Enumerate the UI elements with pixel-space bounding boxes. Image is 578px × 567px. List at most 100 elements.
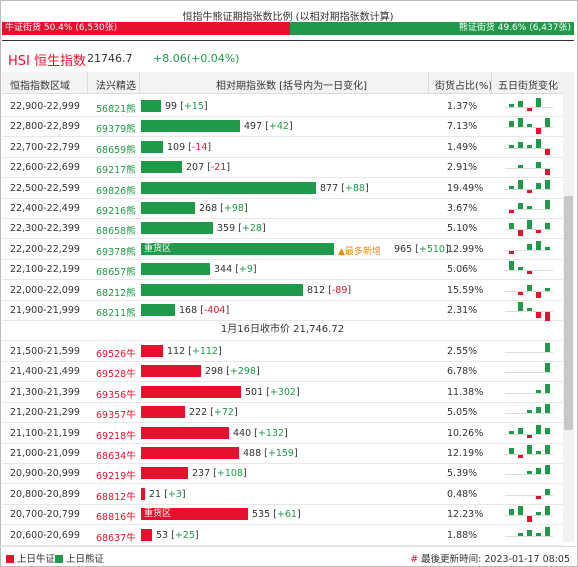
five-day-trend [505, 137, 553, 157]
table-row: 22,900-22,999 56821熊 99 [+15] 1.37% [2, 96, 563, 117]
share-cell: 2.55% [447, 346, 478, 357]
range-cell: 21,000-21,099 [10, 448, 80, 459]
contracts-count: 359 [217, 223, 236, 235]
range-cell: 20,700-20,799 [10, 509, 80, 521]
trend-bar [527, 108, 532, 111]
table-row: 21,500-21,599 69526牛 112 [+112] 2.55% [2, 341, 563, 362]
trend-baseline [505, 433, 553, 435]
trend-bar [518, 118, 523, 128]
trend-baseline [505, 249, 553, 251]
header-contracts: 相对期指张数 [括号内为一日变化] [216, 81, 367, 92]
contracts-label: 497 [+42] [244, 121, 293, 133]
contracts-count: 497 [244, 121, 263, 133]
warrant-code-link[interactable]: 69378熊 [96, 246, 136, 258]
contracts-bar [141, 487, 145, 500]
table-row: 22,100-22,199 68657熊 344 [+9] 5.06% [2, 259, 563, 281]
warrant-code-link[interactable]: 69217熊 [96, 165, 136, 177]
warrant-code-link[interactable]: 68637牛 [96, 532, 136, 544]
trend-bar [545, 148, 550, 155]
divider [2, 40, 574, 41]
contracts-change: +159 [267, 448, 294, 459]
warrant-code-link[interactable]: 68211熊 [96, 308, 136, 319]
trend-bar [545, 287, 550, 291]
scrollbar-thumb[interactable] [564, 196, 573, 430]
contracts-change: +3 [167, 488, 182, 500]
legend-bull-label: 上日牛证 [17, 554, 56, 565]
trend-bar [545, 465, 550, 475]
trend-bar [509, 223, 514, 230]
contracts-label: 207 [-21] [186, 162, 231, 174]
header-divider [491, 72, 492, 93]
trend-bar [536, 407, 541, 414]
trend-bar [536, 495, 541, 499]
warrant-code-link[interactable]: 69218牛 [96, 430, 136, 442]
share-cell: 19.49% [447, 182, 484, 194]
trend-bar [545, 312, 550, 321]
warrant-code-link[interactable]: 69826熊 [96, 185, 136, 197]
five-day-trend [505, 178, 553, 198]
contracts-bar [141, 202, 195, 214]
warrant-code-link[interactable]: 69528牛 [96, 369, 136, 381]
warrant-code-link[interactable]: 69526牛 [96, 349, 136, 360]
share-cell: 1.88% [447, 529, 478, 541]
heavy-zone-label: 重货区 [144, 509, 172, 520]
contracts-label: 877 [+88] [320, 182, 369, 194]
warrant-code-link[interactable]: 68658熊 [96, 226, 136, 238]
header-code: 法兴精选 [96, 81, 136, 92]
contracts-count: 53 [156, 529, 169, 541]
warrant-code-link[interactable]: 69216熊 [96, 206, 136, 217]
warrant-code-link[interactable]: 68212熊 [96, 287, 136, 299]
five-day-trend [505, 259, 553, 279]
trend-bar [545, 118, 550, 128]
five-day-trend [505, 239, 553, 259]
trend-bar [545, 200, 550, 209]
five-day-trend [505, 300, 553, 321]
trend-bar [527, 220, 532, 230]
five-day-trend [505, 423, 553, 443]
share-cell: 2.91% [447, 162, 478, 174]
contracts-change: +302 [269, 386, 296, 398]
warrant-code-link[interactable]: 68634牛 [96, 451, 136, 462]
warrant-code-link[interactable]: 56821熊 [96, 104, 136, 115]
warrant-code-link[interactable]: 69379熊 [96, 124, 136, 136]
trend-bar [527, 410, 532, 414]
header-divider [139, 72, 140, 93]
trend-bar [536, 240, 541, 250]
contracts-bar [141, 406, 185, 419]
table-header: 恒指指数区域 法兴精选 相对期指张数 [括号内为一日变化] 街货占比(%) 五日… [2, 72, 563, 94]
share-cell: 6.78% [447, 366, 478, 378]
trend-bar [527, 124, 532, 128]
table-row: 21,200-21,299 69357牛 222 [+72] 5.05% [2, 402, 563, 424]
contracts-count: 501 [245, 386, 264, 398]
contracts-label: 812 [-89] [307, 284, 352, 296]
contracts-change: +42 [268, 121, 289, 133]
share-cell: 10.26% [447, 427, 484, 439]
contracts-label: 112 [+112] [167, 346, 222, 357]
trend-bar [536, 312, 541, 318]
trend-baseline [505, 229, 553, 231]
trend-baseline [505, 535, 553, 537]
trend-bar [509, 144, 514, 148]
trend-bar [527, 434, 532, 438]
contracts-bar [141, 426, 229, 439]
range-cell: 21,300-21,399 [10, 386, 80, 398]
trend-bar [536, 138, 541, 148]
legend-bear-label: 上日熊证 [66, 554, 105, 565]
contracts-label: 237 [+108] [192, 468, 247, 480]
contracts-label: 21 [+3] [149, 488, 186, 500]
trend-bar [518, 101, 523, 107]
warrant-code-link[interactable]: 68812牛 [96, 491, 136, 503]
contracts-label: 535 [+61] [252, 509, 301, 521]
trend-bar [527, 271, 532, 275]
five-day-trend [505, 198, 553, 218]
warrant-code-link[interactable]: 69219牛 [96, 471, 136, 483]
trend-bar [527, 308, 532, 311]
warrant-code-link[interactable]: 68659熊 [96, 144, 136, 156]
trend-bar [536, 424, 541, 434]
warrant-code-link[interactable]: 69356牛 [96, 389, 136, 401]
warrant-code-link[interactable]: 68816牛 [96, 512, 136, 524]
range-cell: 20,900-20,999 [10, 468, 80, 480]
warrant-code-link[interactable]: 68657熊 [96, 267, 136, 279]
share-cell: 1.49% [447, 141, 478, 153]
warrant-code-link[interactable]: 69357牛 [96, 410, 136, 422]
